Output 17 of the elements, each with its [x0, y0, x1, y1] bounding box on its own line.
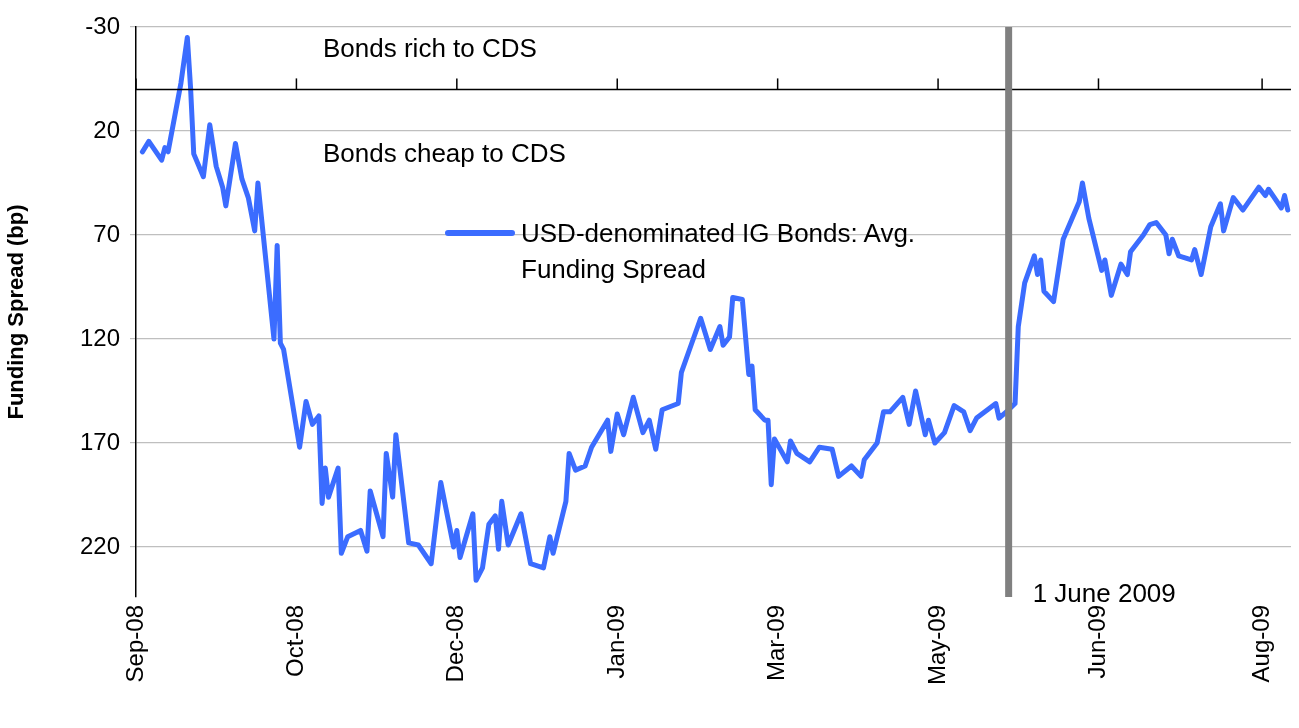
y-tick-label: 70: [93, 219, 120, 247]
annotation: Bonds cheap to CDS: [323, 137, 566, 168]
x-tick-label: Sep-08: [120, 605, 148, 683]
y-axis-title: Funding Spread (bp): [3, 204, 29, 420]
y-tick-label: 20: [93, 115, 120, 143]
annotation: Bonds rich to CDS: [323, 32, 537, 63]
x-tick-label: Dec-08: [441, 605, 469, 683]
x-tick-label: Oct-08: [281, 605, 309, 678]
x-tick-label: Jan-09: [601, 605, 629, 679]
x-tick-label: Aug-09: [1246, 605, 1274, 683]
x-tick-label: Mar-09: [762, 605, 790, 682]
y-tick-label: 120: [79, 323, 120, 351]
y-tick-label: 220: [79, 531, 120, 559]
x-tick-label: May-09: [922, 605, 950, 686]
y-tick-label: 170: [79, 427, 120, 455]
legend-label: USD-denominated IG Bonds: Avg. Funding Spread: [521, 217, 917, 286]
y-tick-label: -30: [85, 11, 120, 39]
